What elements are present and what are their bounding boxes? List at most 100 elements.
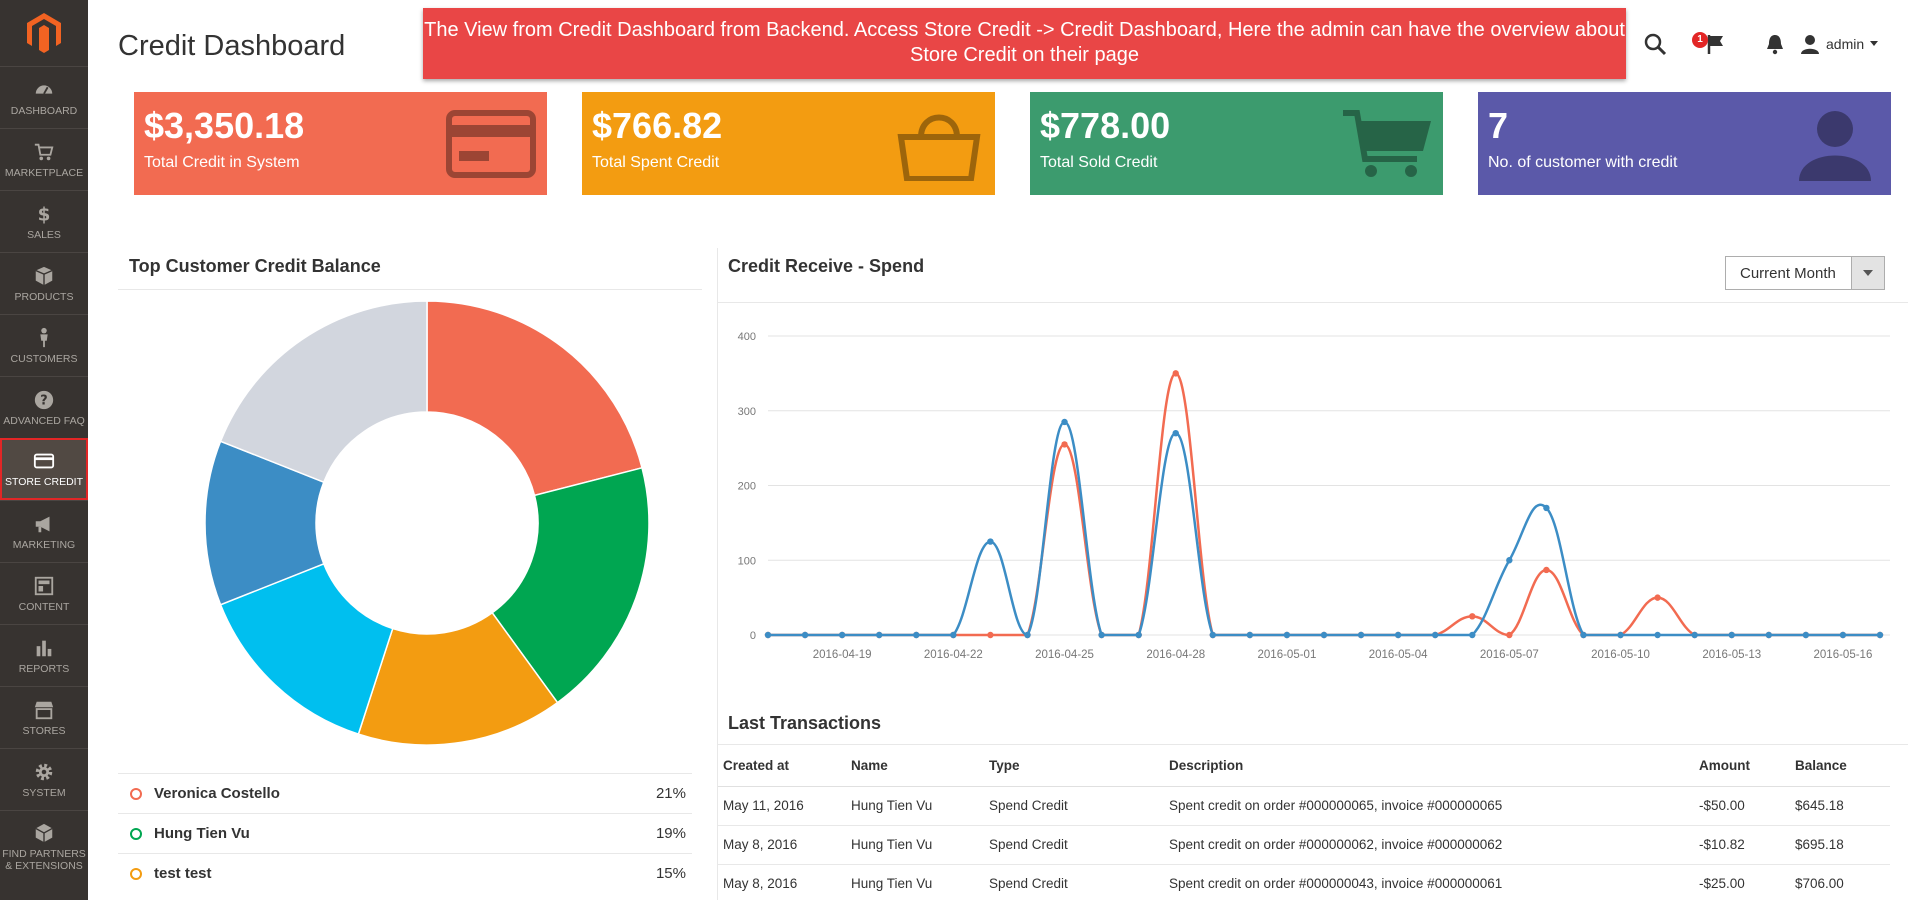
table-row[interactable]: May 8, 2016 Hung Tien Vu Spend Credit Spent…: [718, 864, 1890, 900]
data-point[interactable]: [1728, 631, 1735, 639]
data-point[interactable]: [1691, 631, 1698, 639]
credit-balance-donut-chart: [204, 300, 650, 746]
sidebar-item-sales[interactable]: $ Sales: [0, 190, 88, 252]
column-header[interactable]: Amount: [1694, 746, 1790, 787]
bell-icon[interactable]: [1763, 32, 1787, 56]
legend-dot: [130, 867, 142, 880]
table-cell: $695.18: [1790, 825, 1890, 865]
legend-percent: 19%: [655, 825, 686, 842]
megaphone-icon: [35, 516, 50, 532]
data-point[interactable]: [987, 538, 994, 545]
sidebar-item-label: Marketplace: [4, 166, 84, 179]
data-point[interactable]: [1061, 418, 1068, 426]
bar-chart-icon: [36, 640, 52, 656]
series-line: [767, 372, 1880, 637]
data-point[interactable]: [1172, 370, 1179, 377]
data-point[interactable]: [1061, 441, 1068, 448]
sidebar-item-store-credit[interactable]: Store Credit: [0, 438, 88, 500]
sidebar-item-label: Advanced FAQ: [3, 414, 85, 427]
column-header[interactable]: Description: [1164, 746, 1694, 787]
sidebar-item-system[interactable]: System: [0, 748, 88, 810]
x-tick-label: 2016-05-10: [1591, 649, 1650, 661]
data-point[interactable]: [1283, 631, 1291, 639]
sidebar-item-dashboard[interactable]: Dashboard: [0, 66, 88, 128]
sidebar-item-marketplace[interactable]: Marketplace: [0, 128, 88, 190]
credit-card-icon: [446, 110, 536, 178]
data-point[interactable]: [913, 631, 920, 639]
data-point[interactable]: [1654, 631, 1661, 639]
data-point[interactable]: [1209, 631, 1216, 639]
data-point[interactable]: [1320, 631, 1328, 639]
column-header[interactable]: Name: [846, 746, 984, 787]
data-point[interactable]: [1876, 631, 1884, 639]
data-point[interactable]: [1506, 557, 1513, 564]
donut-slice[interactable]: [219, 300, 428, 484]
data-point[interactable]: [838, 631, 846, 639]
column-header[interactable]: Type: [984, 746, 1164, 787]
stat-card-label: Total Spent Credit: [592, 154, 720, 171]
data-point[interactable]: [764, 631, 772, 639]
stat-card-value: 7: [1488, 105, 1509, 146]
flag-icon[interactable]: [1704, 32, 1728, 56]
donut-slice[interactable]: [357, 611, 559, 746]
transactions-table: Created at Name Type Description Amount Balan…: [718, 746, 1890, 900]
legend-percent: 15%: [655, 865, 686, 882]
column-header[interactable]: Created at: [718, 746, 846, 787]
donut-slice[interactable]: [491, 466, 650, 704]
data-point[interactable]: [1024, 631, 1031, 639]
question-icon: ?: [34, 390, 54, 409]
table-row[interactable]: May 11, 2016 Hung Tien Vu Spend Credit Spen…: [718, 786, 1890, 826]
sidebar-item-stores[interactable]: Stores: [0, 686, 88, 748]
sidebar-item-label: Dashboard: [10, 104, 78, 117]
data-point[interactable]: [1246, 631, 1254, 639]
data-point[interactable]: [1098, 631, 1105, 639]
notification-badge: 1: [1692, 32, 1708, 48]
table-cell: Spent credit on order #000000065, invoic…: [1164, 786, 1694, 826]
credit-chart-title: Credit Receive - Spend: [728, 256, 925, 276]
data-point[interactable]: [1394, 631, 1402, 639]
table-cell: $706.00: [1790, 864, 1890, 900]
admin-user-menu[interactable]: admin: [1800, 34, 1879, 54]
data-point[interactable]: [1802, 631, 1810, 639]
sidebar-item-label: Find Partners & Extensions: [2, 847, 86, 872]
data-point[interactable]: [1135, 631, 1142, 639]
period-select[interactable]: Current Month: [1725, 256, 1885, 290]
table-row[interactable]: May 8, 2016 Hung Tien Vu Spend Credit Spent…: [718, 825, 1890, 865]
sidebar-item-label: Customers: [10, 352, 78, 365]
data-point[interactable]: [1543, 566, 1550, 574]
search-icon[interactable]: [1643, 32, 1667, 56]
y-tick-label: 100: [738, 555, 756, 567]
sidebar-item-find-partners-extensions[interactable]: Find Partners & Extensions: [0, 810, 88, 882]
magento-logo[interactable]: [0, 0, 88, 66]
sidebar-item-label: System: [22, 786, 66, 799]
data-point[interactable]: [1469, 631, 1476, 639]
table-cell: $645.18: [1790, 786, 1890, 826]
data-point[interactable]: [1172, 429, 1179, 437]
sidebar-item-reports[interactable]: Reports: [0, 624, 88, 686]
sidebar-item-customers[interactable]: Customers: [0, 314, 88, 376]
data-point[interactable]: [1654, 594, 1661, 601]
sidebar-item-marketing[interactable]: Marketing: [0, 500, 88, 562]
data-point[interactable]: [1506, 631, 1513, 639]
column-header[interactable]: Balance: [1790, 746, 1890, 787]
data-point[interactable]: [1432, 631, 1439, 639]
legend-percent: 21%: [655, 785, 686, 802]
info-banner: The View from Credit Dashboard from Back…: [423, 8, 1626, 79]
data-point[interactable]: [801, 631, 809, 639]
data-point[interactable]: [950, 631, 957, 639]
data-point[interactable]: [1580, 631, 1587, 639]
data-point[interactable]: [1469, 613, 1476, 620]
data-point[interactable]: [987, 631, 994, 639]
sidebar-item-advanced-faq[interactable]: ? Advanced FAQ: [0, 376, 88, 438]
stat-card: $778.00 Total Sold Credit: [1030, 92, 1443, 195]
legend-dot: [130, 827, 142, 840]
donut-slice[interactable]: [426, 300, 643, 497]
data-point[interactable]: [1357, 631, 1365, 639]
data-point[interactable]: [1765, 631, 1773, 639]
sidebar-item-products[interactable]: Products: [0, 252, 88, 314]
data-point[interactable]: [1617, 631, 1624, 639]
data-point[interactable]: [1543, 504, 1550, 512]
data-point[interactable]: [876, 631, 883, 639]
data-point[interactable]: [1839, 631, 1847, 639]
sidebar-item-content[interactable]: Content: [0, 562, 88, 624]
